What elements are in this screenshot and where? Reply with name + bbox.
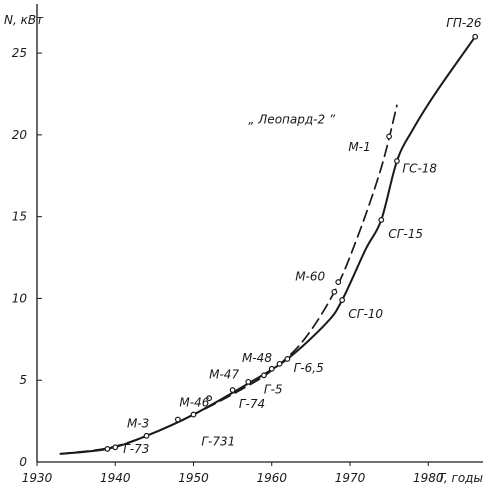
point-annotation: М-3: [127, 417, 149, 431]
x-tick-label: 1950: [178, 471, 209, 485]
y-tick-label: 20: [12, 128, 28, 142]
point-annotation: Г-6,5: [294, 361, 324, 375]
y-tick-label: 0: [19, 455, 27, 469]
data-point-marker: [472, 33, 479, 40]
data-point-marker: [386, 133, 393, 140]
data-point-marker: [229, 387, 236, 393]
point-annotation: СГ-10: [348, 307, 383, 321]
axis-labels: N, кВт T, годы: [4, 13, 483, 485]
point-annotation: Г-73: [123, 442, 149, 456]
x-tick-label: 1960: [256, 471, 287, 485]
point-annotation: Г-5: [264, 382, 283, 396]
point-annotation: ГС-18: [402, 161, 437, 175]
data-point-marker: [378, 217, 385, 223]
data-point-marker: [206, 395, 213, 402]
data-point-marker: [394, 158, 400, 164]
point-annotation: М-60: [295, 269, 325, 283]
y-tick-label: 10: [12, 291, 28, 305]
point-annotation: Г-731: [201, 435, 235, 449]
data-point-marker: [339, 297, 346, 303]
data-point-marker: [284, 356, 291, 362]
data-point-marker: [331, 288, 338, 295]
axes: 1930 1940 1950 1960 1970 1980 0 5 10 15 20 25: [12, 4, 483, 485]
y-tick-label: 5: [19, 373, 27, 387]
point-annotation: М-1: [348, 140, 370, 154]
x-axis-label: T, годы: [438, 471, 483, 485]
y-axis-label: N, кВт: [4, 13, 44, 27]
data-point-marker: [335, 279, 342, 285]
x-tick-label: 1970: [335, 471, 366, 485]
data-point-marker: [276, 360, 283, 367]
data-point-marker: [143, 432, 150, 439]
data-point-marker: [261, 372, 267, 379]
point-annotation: СГ-15: [388, 227, 423, 241]
data-point-marker: [245, 378, 252, 385]
point-annotation: ГП-26: [446, 16, 482, 30]
x-tick-label: 1930: [22, 471, 53, 485]
x-tick-label: 1940: [100, 471, 131, 485]
annotations: Г-73 М-3 М-46 Г-731 М-47 Г-74Г-5 М-48 Г-6,5 М-60…: [123, 16, 482, 456]
y-tick-label: 15: [12, 210, 27, 224]
point-annotation: М-46: [179, 395, 209, 409]
markers: [104, 33, 479, 452]
data-point-marker: [190, 411, 197, 418]
data-point-marker: [268, 365, 275, 372]
data-point-marker: [112, 444, 119, 451]
data-point-marker: [174, 416, 181, 423]
x-tick-label: 1980: [413, 471, 444, 485]
dashed-series-line: [59, 104, 398, 455]
data-point-marker: [104, 446, 111, 452]
point-annotation: М-48: [242, 351, 272, 365]
point-annotation: „ Леопард-2 ”: [248, 112, 336, 126]
y-tick-label: 25: [12, 46, 27, 60]
point-annotation: М-47: [209, 368, 239, 382]
point-annotation: Г-74: [239, 397, 265, 411]
